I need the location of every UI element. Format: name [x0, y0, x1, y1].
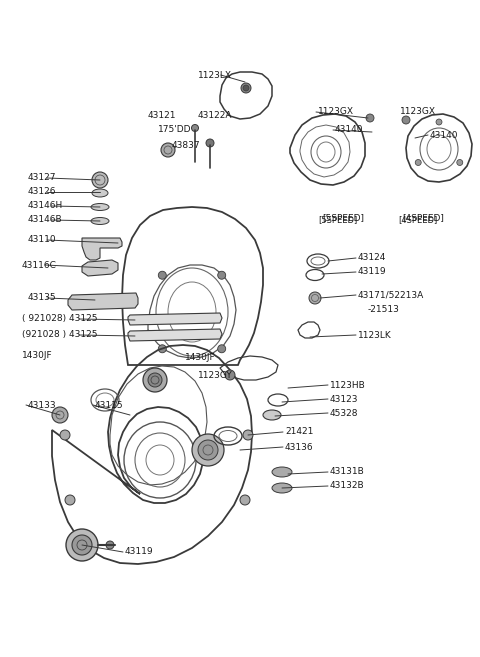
Circle shape	[161, 143, 175, 157]
Polygon shape	[82, 238, 122, 260]
Polygon shape	[82, 260, 118, 276]
Circle shape	[243, 430, 253, 440]
Text: 1123GX: 1123GX	[400, 108, 436, 116]
Text: 43116C: 43116C	[22, 260, 57, 269]
Circle shape	[106, 541, 114, 549]
Circle shape	[72, 535, 92, 555]
Circle shape	[457, 160, 463, 166]
Text: 43123: 43123	[330, 394, 359, 403]
Text: (921028 ) 43125: (921028 ) 43125	[22, 330, 97, 340]
Text: 43119: 43119	[125, 547, 154, 556]
Ellipse shape	[91, 204, 109, 210]
Text: 1430JF: 1430JF	[22, 350, 53, 359]
Text: 43110: 43110	[28, 235, 57, 244]
Circle shape	[366, 114, 374, 122]
Circle shape	[158, 345, 166, 353]
Circle shape	[218, 271, 226, 279]
Circle shape	[65, 495, 75, 505]
Text: 43136: 43136	[285, 443, 313, 451]
Text: 43127: 43127	[28, 173, 57, 183]
Text: 43133: 43133	[28, 401, 57, 409]
Circle shape	[52, 407, 68, 423]
Text: 21421: 21421	[285, 428, 313, 436]
Circle shape	[66, 529, 98, 561]
Text: 43126: 43126	[28, 187, 57, 196]
Text: [5SPEED]: [5SPEED]	[322, 214, 364, 223]
Circle shape	[415, 160, 421, 166]
Circle shape	[206, 139, 214, 147]
Ellipse shape	[272, 467, 292, 477]
Text: 1123HB: 1123HB	[330, 380, 366, 390]
Circle shape	[436, 119, 442, 125]
Circle shape	[192, 124, 199, 131]
Circle shape	[241, 83, 251, 93]
Text: 43115: 43115	[95, 401, 124, 409]
Text: 1123LX: 1123LX	[198, 70, 232, 79]
Polygon shape	[68, 293, 138, 310]
Circle shape	[402, 116, 410, 124]
Circle shape	[243, 85, 249, 91]
Circle shape	[158, 271, 166, 279]
Text: 43837: 43837	[172, 141, 201, 150]
Text: 43146H: 43146H	[28, 202, 63, 210]
Polygon shape	[128, 313, 222, 325]
Ellipse shape	[263, 410, 281, 420]
Text: 43124: 43124	[358, 254, 386, 263]
Text: [4SPEED]: [4SPEED]	[398, 215, 437, 225]
Circle shape	[143, 368, 167, 392]
Circle shape	[240, 495, 250, 505]
Circle shape	[92, 172, 108, 188]
Text: 1123GY: 1123GY	[198, 371, 233, 380]
Circle shape	[60, 430, 70, 440]
Text: 43146B: 43146B	[28, 215, 62, 225]
Text: [5SPEED]: [5SPEED]	[318, 215, 357, 225]
Text: 175'DD: 175'DD	[158, 125, 192, 135]
Circle shape	[218, 345, 226, 353]
Text: 43140: 43140	[335, 125, 363, 135]
Ellipse shape	[91, 217, 109, 225]
Text: ( 921028) 43125: ( 921028) 43125	[22, 315, 97, 323]
Polygon shape	[128, 329, 222, 341]
Text: 43119: 43119	[358, 267, 386, 277]
Text: 43122A: 43122A	[198, 110, 232, 120]
Circle shape	[148, 373, 162, 387]
Ellipse shape	[272, 483, 292, 493]
Text: [4SPEED]: [4SPEED]	[402, 214, 444, 223]
Text: -21513: -21513	[368, 304, 400, 313]
Text: 45328: 45328	[330, 409, 359, 417]
Text: 43121: 43121	[148, 110, 177, 120]
Text: 43140: 43140	[430, 131, 458, 139]
Ellipse shape	[92, 189, 108, 197]
Text: 1430JF: 1430JF	[185, 353, 216, 363]
Circle shape	[309, 292, 321, 304]
Text: 43131B: 43131B	[330, 468, 365, 476]
Circle shape	[198, 440, 218, 460]
Text: 43171/52213A: 43171/52213A	[358, 290, 424, 300]
Text: 43132B: 43132B	[330, 482, 365, 491]
Circle shape	[225, 370, 235, 380]
Text: 1123LK: 1123LK	[358, 330, 392, 340]
Text: 43135: 43135	[28, 294, 57, 302]
Text: 1123GX: 1123GX	[318, 108, 354, 116]
Circle shape	[192, 434, 224, 466]
